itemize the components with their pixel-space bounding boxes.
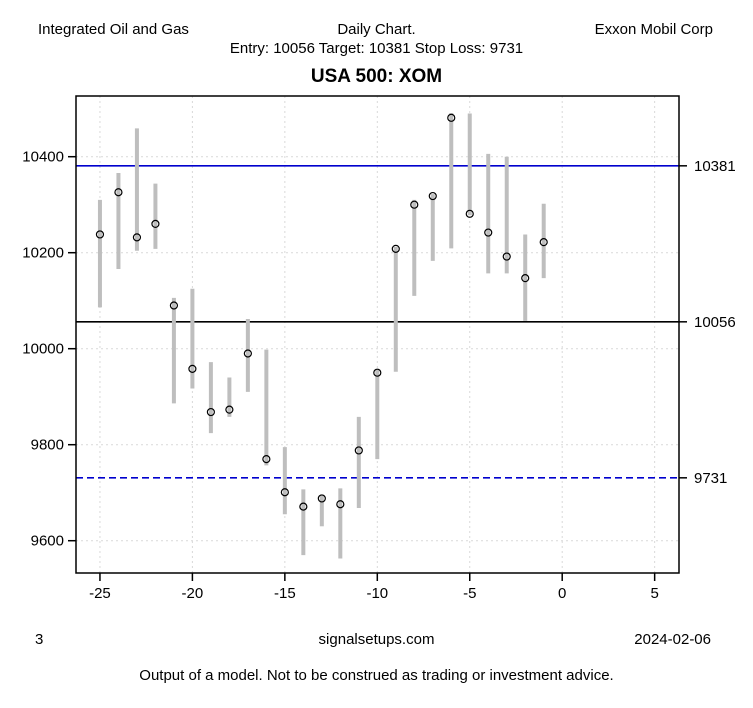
page-number: 3 [35,631,44,648]
target-label: 10381 [694,158,736,175]
close-marker [465,209,474,218]
x-tick-label: -5 [463,585,476,602]
close-marker [521,274,530,283]
header-trade-levels: Entry: 10056 Target: 10381 Stop Loss: 97… [229,40,524,57]
stop-loss-label: 9731 [694,470,727,487]
close-marker [336,500,345,509]
close-marker [95,230,105,239]
chart-date: 2024-02-06 [634,631,711,648]
y-tick-label: 10000 [22,341,64,358]
x-tick-label: 0 [558,585,566,602]
close-marker [132,233,142,242]
entry-label: 10056 [694,314,736,331]
close-marker [262,455,271,464]
close-marker [225,405,234,414]
header-sector: Integrated Oil and Gas [38,21,189,38]
close-marker [447,113,456,122]
close-marker [188,364,197,373]
x-tick-label: -10 [366,585,388,602]
y-tick-label: 9800 [31,437,64,454]
close-marker [410,200,419,209]
website-label: signalsetups.com [318,631,435,648]
close-marker [243,349,252,358]
close-marker [280,488,289,497]
close-marker [354,446,363,455]
close-marker [539,238,548,247]
close-marker [151,219,160,228]
close-marker [391,244,400,253]
chart-title: USA 500: XOM [310,66,443,87]
header-chart-type: Daily Chart. [337,21,416,38]
close-marker [317,494,326,503]
y-tick-label: 10200 [22,245,64,262]
y-tick-label: 9600 [31,533,64,550]
close-marker [373,368,382,377]
header-company-name: Exxon Mobil Corp [594,21,713,38]
close-marker [169,301,179,310]
y-tick-label: 10400 [22,149,64,166]
x-tick-label: -15 [274,585,296,602]
x-tick-label: -25 [89,585,111,602]
close-marker [428,191,437,201]
close-marker [502,252,511,261]
close-marker [206,407,215,417]
close-marker [299,502,308,511]
close-marker [484,228,493,237]
close-marker [114,188,123,197]
disclaimer-text: Output of a model. Not to be construed a… [139,667,614,684]
x-tick-label: -20 [182,585,204,602]
x-tick-label: 5 [650,585,658,602]
